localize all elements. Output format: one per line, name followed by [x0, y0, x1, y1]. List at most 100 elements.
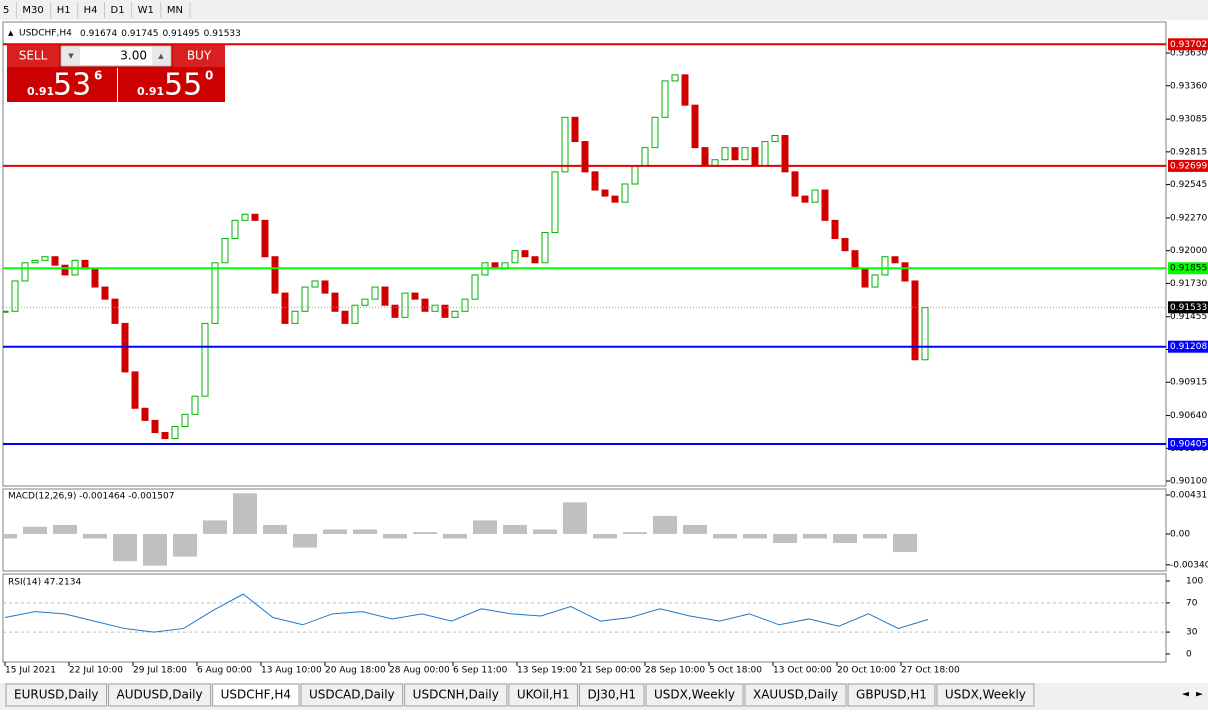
- tab-label[interactable]: USDCHF,H4: [221, 688, 291, 702]
- candle: [891, 256, 899, 264]
- tab[interactable]: [744, 683, 847, 707]
- timeframe-button[interactable]: H1: [57, 5, 71, 16]
- separator: [117, 68, 118, 102]
- volume[interactable]: 3.00: [120, 49, 147, 63]
- candle: [541, 231, 549, 264]
- sell-big: 53: [53, 68, 91, 103]
- x-tick-label: 20 Aug 18:00: [325, 666, 386, 676]
- macd-bar: [23, 526, 47, 534]
- collapse-icon[interactable]: ▲: [8, 29, 14, 37]
- tab[interactable]: [108, 683, 212, 707]
- tab-scroll[interactable]: ◄: [1182, 690, 1189, 700]
- last-price-bg: [1168, 301, 1208, 314]
- candle: [211, 262, 219, 324]
- timeframe-button[interactable]: MN: [167, 5, 183, 16]
- candle: [371, 286, 379, 300]
- level-label-bg: [1168, 438, 1208, 451]
- tab-label[interactable]: XAUUSD,Daily: [753, 688, 838, 702]
- tab[interactable]: [300, 683, 404, 707]
- tab[interactable]: [212, 683, 300, 707]
- candle: [221, 238, 229, 264]
- tab[interactable]: [645, 683, 744, 707]
- tab-label[interactable]: EURUSD,Daily: [14, 688, 99, 702]
- macd-bar: [473, 520, 497, 534]
- candle: [851, 250, 859, 270]
- level-label: 0.92699: [1170, 161, 1207, 171]
- tab-scroll[interactable]: ►: [1196, 690, 1203, 700]
- candle: [741, 147, 749, 161]
- tab[interactable]: [508, 683, 578, 707]
- candle: [401, 292, 409, 318]
- tab[interactable]: [936, 683, 1035, 707]
- macd-bar: [563, 502, 587, 534]
- volume-box[interactable]: [60, 45, 172, 67]
- tab[interactable]: [404, 683, 508, 707]
- candle: [661, 80, 669, 118]
- candle: [341, 310, 349, 324]
- y-tick-label: 0.00431: [1170, 490, 1207, 500]
- sell-button[interactable]: [7, 45, 59, 67]
- up-arrow: ▲: [158, 52, 164, 60]
- candle: [561, 116, 569, 173]
- y-tick-label: 0.90915: [1170, 378, 1207, 388]
- level-label: 0.91855: [1170, 264, 1207, 274]
- candle: [681, 74, 689, 106]
- candle: [21, 262, 29, 282]
- macd-bar: [53, 524, 77, 534]
- y-tick-label: 0.92000: [1170, 246, 1207, 256]
- timeframe-button[interactable]: M30: [22, 5, 43, 16]
- candle: [901, 262, 909, 282]
- macd-bar: [233, 493, 257, 534]
- candle: [321, 280, 329, 294]
- candle: [141, 407, 149, 421]
- tab-label[interactable]: DJ30,H1: [587, 688, 636, 702]
- timeframe-button[interactable]: 5: [3, 5, 9, 16]
- tab-label[interactable]: USDCAD,Daily: [309, 688, 395, 702]
- candle: [161, 432, 169, 440]
- macd-bar: [653, 515, 677, 534]
- candle: [151, 419, 159, 434]
- volume-up[interactable]: [152, 47, 170, 65]
- macd-bar: [263, 524, 287, 534]
- buy-button[interactable]: [173, 45, 225, 67]
- macd-bar: [443, 533, 467, 539]
- tab[interactable]: [578, 683, 645, 707]
- candle: [621, 183, 629, 203]
- x-tick-label: 13 Sep 19:00: [517, 666, 577, 676]
- candle: [271, 256, 279, 294]
- sell-label[interactable]: SELL: [19, 49, 48, 63]
- candle: [801, 195, 809, 203]
- macd-bar: [173, 533, 197, 557]
- y-tick-label: 0.91455: [1170, 312, 1207, 322]
- candle: [381, 286, 389, 306]
- tab-label[interactable]: UKOil,H1: [517, 688, 570, 702]
- candle: [181, 413, 189, 427]
- timeframe-button[interactable]: W1: [138, 5, 154, 16]
- level-label: 0.91208: [1170, 342, 1207, 352]
- tab-label[interactable]: GBPUSD,H1: [856, 688, 927, 702]
- tab-label[interactable]: USDX,Weekly: [945, 688, 1026, 702]
- tab[interactable]: [847, 683, 936, 707]
- candle: [41, 256, 49, 261]
- tab-label[interactable]: USDCNH,Daily: [413, 688, 499, 702]
- level-label: 0.90405: [1170, 440, 1207, 450]
- macd-bar: [683, 524, 707, 534]
- volume-down[interactable]: [62, 47, 80, 65]
- timeframe-button[interactable]: D1: [111, 5, 125, 16]
- candle: [551, 171, 559, 233]
- candle: [171, 425, 179, 440]
- candle: [671, 74, 679, 82]
- timeframe-button[interactable]: H4: [84, 5, 98, 16]
- candle: [831, 219, 839, 240]
- tab-label[interactable]: USDX,Weekly: [654, 688, 735, 702]
- candle: [781, 134, 789, 173]
- y-tick-label: 0.92815: [1170, 147, 1207, 157]
- tab-label[interactable]: AUDUSD,Daily: [117, 688, 203, 702]
- tab[interactable]: [5, 683, 108, 707]
- macd-bar: [503, 524, 527, 534]
- candle: [811, 189, 819, 203]
- candle: [771, 134, 779, 143]
- buy-label[interactable]: BUY: [187, 49, 212, 63]
- x-tick-label: 22 Jul 10:00: [69, 666, 123, 676]
